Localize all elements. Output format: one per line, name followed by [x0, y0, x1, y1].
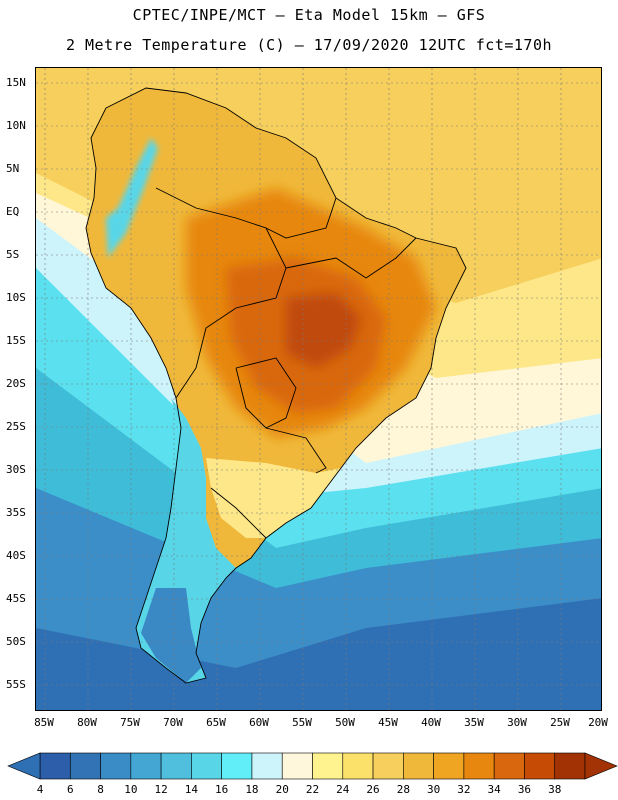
- colorbar-box-0: [39, 752, 71, 780]
- colorbar-box-11: [372, 752, 404, 780]
- lat-label-55s: 55S: [6, 678, 26, 691]
- colorbar-box-16: [524, 752, 556, 780]
- lon-label-75w: 75W: [120, 716, 140, 729]
- colorbar-box-10: [342, 752, 374, 780]
- colorbar-label-34: 34: [487, 783, 501, 796]
- lon-label-45w: 45W: [378, 716, 398, 729]
- colorbar-box-3: [130, 752, 162, 780]
- lat-label-5n: 5N: [6, 162, 20, 175]
- colorbar-box-9: [312, 752, 344, 780]
- colorbar-box-14: [463, 752, 495, 780]
- colorbar-box-13: [433, 752, 465, 780]
- colorbar-label-32: 32: [457, 783, 471, 796]
- colorbar-box-7: [251, 752, 283, 780]
- colorbar-label-16: 16: [215, 783, 229, 796]
- colorbar-label-38: 38: [548, 783, 562, 796]
- lat-label-5s: 5S: [6, 248, 20, 261]
- colorbar-label-22: 22: [305, 783, 320, 796]
- lon-label-60w: 60W: [249, 716, 269, 729]
- colorbar-low-arrow: [7, 752, 41, 780]
- lon-label-40w: 40W: [421, 716, 441, 729]
- colorbar-box-1: [69, 752, 101, 780]
- title-line-2: 2 Metre Temperature (C) – 17/09/2020 12U…: [65, 36, 553, 54]
- lat-label-25s: 25S: [6, 420, 26, 433]
- colorbar-label-4: 4: [36, 783, 44, 796]
- country-borders: [85, 87, 467, 684]
- colorbar-label-28: 28: [396, 783, 410, 796]
- lon-label-30w: 30W: [507, 716, 527, 729]
- lon-label-85w: 85W: [34, 716, 54, 729]
- map-panel: [35, 67, 602, 711]
- lon-label-55w: 55W: [292, 716, 312, 729]
- land-patagonia-cold: [141, 588, 201, 683]
- colorbar-box-4: [160, 752, 192, 780]
- lat-label-35s: 35S: [6, 506, 26, 519]
- colorbar-legend: [7, 752, 618, 780]
- colorbar-box-6: [221, 752, 253, 780]
- lon-label-70w: 70W: [163, 716, 183, 729]
- colorbar-label-26: 26: [366, 783, 380, 796]
- lon-label-25w: 25W: [550, 716, 570, 729]
- colorbar-label-14: 14: [184, 783, 198, 796]
- lat-label-eq: EQ: [6, 205, 20, 218]
- colorbar-box-2: [100, 752, 132, 780]
- colorbar-label-30: 30: [426, 783, 441, 796]
- lon-label-65w: 65W: [206, 716, 226, 729]
- south-america-land: [86, 88, 466, 683]
- colorbar-box-17: [554, 752, 586, 780]
- colorbar-label-24: 24: [336, 783, 350, 796]
- lon-label-50w: 50W: [335, 716, 355, 729]
- colorbar-label-20: 20: [275, 783, 289, 796]
- lat-label-50s: 50S: [6, 635, 26, 648]
- lat-label-10s: 10S: [6, 291, 26, 304]
- colorbar-label-36: 36: [517, 783, 532, 796]
- lat-label-15n: 15N: [6, 76, 26, 89]
- lon-label-20w: 20W: [588, 716, 608, 729]
- colorbar-box-12: [403, 752, 434, 780]
- colorbar-high-arrow: [584, 752, 618, 780]
- land-andes-north-cool: [106, 138, 158, 258]
- colorbar-box-15: [493, 752, 525, 780]
- colorbar-box-5: [191, 752, 222, 780]
- colorbar-label-10: 10: [124, 783, 138, 796]
- lon-label-80w: 80W: [77, 716, 97, 729]
- lat-label-15s: 15S: [6, 334, 26, 347]
- lat-label-45s: 45S: [6, 592, 26, 605]
- lat-label-40s: 40S: [6, 549, 26, 562]
- temperature-map: [36, 68, 601, 710]
- land-pampas-mild: [206, 458, 341, 538]
- colorbar-boxes: [39, 752, 586, 780]
- colorbar-label-18: 18: [245, 783, 259, 796]
- graticule: [36, 68, 601, 710]
- lat-label-10n: 10N: [6, 119, 26, 132]
- lat-label-30s: 30S: [6, 463, 26, 476]
- lon-label-35w: 35W: [464, 716, 484, 729]
- colorbar-label-6: 6: [66, 783, 74, 796]
- title-line-1: CPTEC/INPE/MCT – Eta Model 15km – GFS: [132, 6, 486, 24]
- land-interior-38: [286, 293, 361, 368]
- colorbar-label-12: 12: [154, 783, 168, 796]
- lat-label-20s: 20S: [6, 377, 26, 390]
- colorbar-box-8: [281, 752, 313, 780]
- colorbar-label-8: 8: [97, 783, 104, 796]
